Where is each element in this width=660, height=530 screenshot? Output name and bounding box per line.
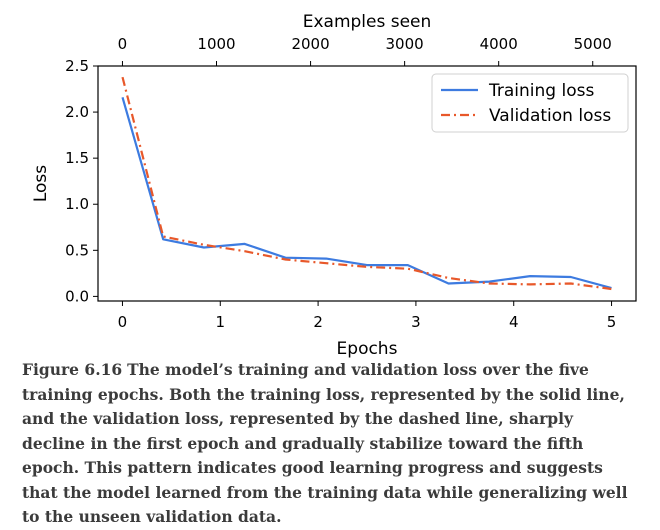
loss-chart-svg: 0 1 2 3 4 5 0 1000 2000 3000 4000 5000 0.0 0.5 1.0 1.5 2… (31, 12, 637, 359)
top-x-tick-label: 4000 (480, 35, 518, 53)
x-tick-label: 3 (411, 313, 421, 331)
x-axis-label: Epochs (337, 339, 398, 359)
top-x-tick-label: 3000 (386, 35, 424, 53)
x-tick-label: 1 (215, 313, 225, 331)
y-tick-label: 0.5 (65, 241, 89, 259)
caption-text: The model’s training and validation loss… (22, 360, 628, 526)
plot-frame (97, 65, 637, 302)
legend-validation-label: Validation loss (489, 106, 611, 126)
y-tick-label: 2.5 (65, 57, 89, 75)
top-x-tick-label: 5000 (574, 35, 612, 53)
legend-training-label: Training loss (488, 81, 594, 101)
legend-box (431, 73, 629, 133)
loss-chart: 0 1 2 3 4 5 0 1000 2000 3000 4000 5000 0.0 0.5 1.0 1.5 2… (31, 12, 637, 359)
top-x-axis-label: Examples seen (303, 12, 432, 32)
training-loss-line (121, 96, 612, 290)
validation-loss-line (121, 76, 612, 291)
top-x-tick-label: 1000 (197, 35, 235, 53)
y-tick-label: 1.0 (65, 195, 89, 213)
x-tick-label: 5 (607, 313, 617, 331)
top-x-tick-label: 2000 (291, 35, 329, 53)
y-axis-label: Loss (31, 165, 51, 202)
top-x-tick-label: 0 (118, 35, 128, 53)
x-tick-label: 4 (509, 313, 519, 331)
y-tick-label: 0.0 (65, 287, 89, 305)
caption-number: Figure 6.16 (22, 360, 123, 379)
x-tick-label: 0 (118, 313, 128, 331)
x-tick-label: 2 (313, 313, 323, 331)
y-tick-label: 2.0 (65, 103, 89, 121)
y-tick-label: 1.5 (65, 149, 89, 167)
figure-caption: Figure 6.16 The model’s training and val… (22, 358, 640, 530)
